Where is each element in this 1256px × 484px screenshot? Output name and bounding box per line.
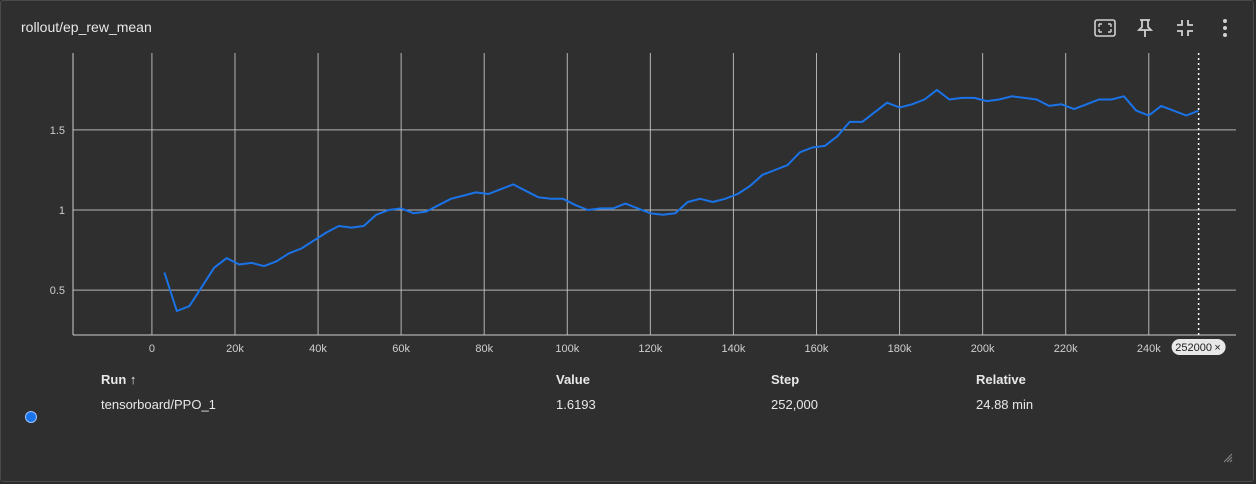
x-tick-label: 140k [721, 343, 745, 355]
fit-domain-icon [1094, 19, 1116, 37]
more-button[interactable] [1209, 15, 1241, 41]
pin-button[interactable] [1129, 15, 1161, 41]
x-tick-label: 60k [392, 343, 410, 355]
run-color-dot [25, 411, 37, 423]
chart-container[interactable]: 0 20k 40k 60k 80k 100k 120k 140k 160k 180k 200k 220… [1, 1, 1251, 366]
card-toolbar [1089, 15, 1241, 41]
y-tick-label: 0.5 [50, 285, 65, 297]
cursor-badge [1171, 339, 1226, 355]
y-tick-label: 1 [59, 205, 65, 217]
x-tick-label: 100k [555, 343, 579, 355]
pin-icon [1137, 19, 1153, 37]
cell-relative: 24.88 min [976, 397, 1034, 412]
header-relative[interactable]: Relative [976, 372, 1026, 387]
cursor-close-icon[interactable]: × [1214, 342, 1220, 354]
x-tick-label: 80k [475, 343, 493, 355]
header-run[interactable]: Run ↑ [101, 372, 137, 387]
x-tick-label: 120k [638, 343, 662, 355]
header-step[interactable]: Step [771, 372, 800, 387]
cell-step: 252,000 [771, 397, 818, 412]
header-value[interactable]: Value [556, 372, 590, 387]
x-tick-label: 220k [1054, 343, 1078, 355]
cell-value: 1.6193 [556, 397, 596, 412]
card-title: rollout/ep_rew_mean [21, 19, 152, 35]
x-tick-label: 20k [226, 343, 244, 355]
x-tick-label: 180k [888, 343, 912, 355]
x-tick-label: 200k [971, 343, 995, 355]
y-tick-label: 1.5 [50, 125, 65, 137]
x-tick-label: 40k [309, 343, 327, 355]
collapse-icon [1177, 20, 1193, 36]
more-vert-icon [1223, 19, 1227, 37]
x-tick-label: 160k [805, 343, 829, 355]
x-tick-label: 0 [149, 343, 155, 355]
fit-domain-button[interactable] [1089, 15, 1121, 41]
cursor-label: 252000 [1175, 342, 1212, 354]
collapse-button[interactable] [1169, 15, 1201, 41]
resize-handle-icon[interactable] [1223, 453, 1233, 463]
cell-run: tensorboard/PPO_1 [101, 397, 216, 412]
line-chart[interactable]: 0 20k 40k 60k 80k 100k 120k 140k 160k 180k 200k 220… [1, 1, 1251, 361]
series-line [163, 88, 1199, 312]
x-tick-label: 240k [1137, 343, 1161, 355]
